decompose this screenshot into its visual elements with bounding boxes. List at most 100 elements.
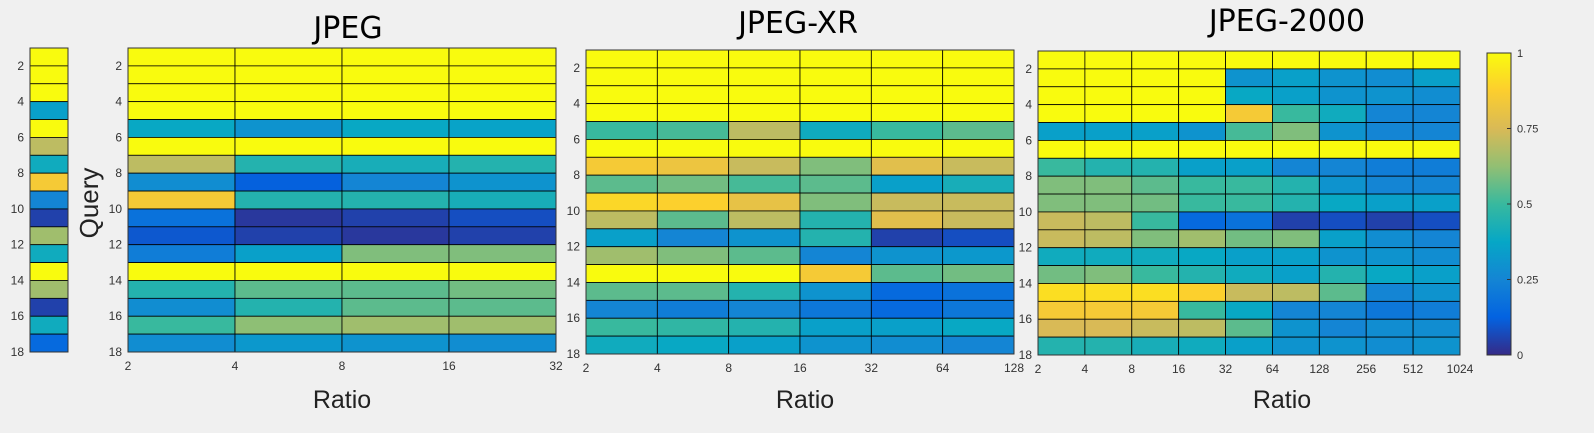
jpeg-2000-y-tick-label: 14: [1019, 276, 1033, 290]
colorbar-tick-label: 0.25: [1517, 275, 1538, 287]
jpeg-cell: [449, 102, 556, 120]
query-strip-y-tick-label: 16: [11, 309, 25, 323]
jpeg-xr-cell: [729, 86, 800, 104]
jpeg-cell: [235, 48, 342, 66]
jpeg-cell: [342, 66, 449, 84]
jpeg-2000-cell: [1038, 140, 1085, 158]
jpeg-cell: [342, 102, 449, 120]
jpeg-xr-cell: [586, 104, 657, 122]
jpeg-xr-cell: [586, 68, 657, 86]
jpeg-2000-cell: [1179, 176, 1226, 194]
jpeg-2000-heatmap: JPEG-2000 Ratio 246810121416182 4 8 16 32 64 1…: [1019, 4, 1474, 414]
jpeg-x-axis-label: Ratio: [313, 386, 371, 414]
jpeg-cell: [128, 280, 235, 298]
jpeg-xr-cell: [729, 139, 800, 157]
jpeg-title: JPEG: [311, 11, 382, 46]
jpeg-2000-cell: [1272, 69, 1319, 87]
query-strip-cell: [30, 102, 68, 120]
jpeg-xr-cell: [943, 157, 1014, 175]
jpeg-cell: [235, 334, 342, 352]
jpeg-xr-cell: [943, 247, 1014, 265]
query-strip-cell: [30, 66, 68, 84]
jpeg-xr-cell: [943, 265, 1014, 283]
jpeg-cell: [449, 120, 556, 138]
jpeg-2000-cell: [1085, 123, 1132, 141]
jpeg-xr-cell: [657, 282, 728, 300]
jpeg-2000-cell: [1085, 319, 1132, 337]
jpeg-cell: [235, 84, 342, 102]
jpeg-xr-x-tick-label: 128: [1004, 361, 1024, 375]
jpeg-y-tick-label: 18: [109, 345, 123, 359]
jpeg-2000-cell: [1179, 248, 1226, 266]
jpeg-2000-cell: [1319, 301, 1366, 319]
jpeg-2000-cell: [1413, 337, 1460, 355]
jpeg-xr-cell: [943, 229, 1014, 247]
jpeg-2000-cell: [1132, 230, 1179, 248]
query-strip-y-tick-label: 6: [17, 130, 24, 144]
jpeg-xr-cell: [729, 193, 800, 211]
jpeg-xr-cell: [943, 86, 1014, 104]
jpeg-xr-cell: [871, 211, 942, 229]
jpeg-2000-cell: [1132, 158, 1179, 176]
jpeg-2000-cell: [1272, 140, 1319, 158]
jpeg-2000-cell: [1319, 105, 1366, 123]
jpeg-xr-cell: [943, 300, 1014, 318]
jpeg-2000-cell: [1038, 212, 1085, 230]
jpeg-cell: [449, 155, 556, 173]
jpeg-2000-x-tick-label: 8: [1128, 362, 1135, 376]
jpeg-cell: [235, 298, 342, 316]
jpeg-2000-cell: [1038, 230, 1085, 248]
jpeg-2000-cell: [1179, 87, 1226, 105]
jpeg-cell: [128, 120, 235, 138]
jpeg-2000-cell: [1272, 266, 1319, 284]
jpeg-2000-x-tick-label: 2: [1035, 362, 1042, 376]
jpeg-xr-cell: [943, 50, 1014, 68]
jpeg-2000-x-tick-label: 1024: [1447, 362, 1474, 376]
jpeg-xr-title: JPEG-XR: [736, 6, 858, 41]
jpeg-2000-cell: [1179, 266, 1226, 284]
jpeg-x-tick-label: 8: [339, 359, 346, 373]
jpeg-2000-cell: [1038, 194, 1085, 212]
jpeg-2000-cell: [1132, 105, 1179, 123]
jpeg-2000-x-tick-label: 512: [1403, 362, 1423, 376]
jpeg-xr-cell: [586, 247, 657, 265]
jpeg-cell: [128, 66, 235, 84]
jpeg-xr-cell: [586, 336, 657, 354]
jpeg-xr-cell: [943, 282, 1014, 300]
query-strip-y-tick-label: 4: [17, 95, 24, 109]
jpeg-xr-cell: [729, 265, 800, 283]
jpeg-xr-y-tick-label: 18: [567, 347, 581, 361]
jpeg-2000-cell: [1038, 266, 1085, 284]
jpeg-cell: [235, 66, 342, 84]
query-strip-cell: [30, 48, 68, 66]
jpeg-2000-cell: [1038, 319, 1085, 337]
jpeg-2000-cell: [1085, 283, 1132, 301]
jpeg-2000-cell: [1085, 69, 1132, 87]
jpeg-2000-cell: [1085, 140, 1132, 158]
jpeg-2000-cell: [1132, 176, 1179, 194]
jpeg-cell: [449, 280, 556, 298]
jpeg-2000-cell: [1038, 176, 1085, 194]
jpeg-2000-cell: [1085, 212, 1132, 230]
jpeg-2000-cell: [1226, 319, 1273, 337]
jpeg-2000-cell: [1366, 176, 1413, 194]
jpeg-2000-cell: [1366, 140, 1413, 158]
jpeg-2000-cell: [1319, 69, 1366, 87]
jpeg-2000-cell: [1272, 194, 1319, 212]
jpeg-2000-cell: [1366, 51, 1413, 69]
jpeg-2000-cell: [1085, 337, 1132, 355]
jpeg-2000-cell: [1413, 301, 1460, 319]
jpeg-2000-cell: [1085, 51, 1132, 69]
jpeg-xr-cell: [657, 211, 728, 229]
jpeg-2000-cell: [1319, 319, 1366, 337]
jpeg-2000-cell: [1366, 69, 1413, 87]
jpeg-2000-cell: [1085, 105, 1132, 123]
jpeg-2000-cell: [1179, 123, 1226, 141]
jpeg-2000-cell: [1272, 301, 1319, 319]
jpeg-2000-cell: [1366, 212, 1413, 230]
jpeg-2000-cell: [1319, 266, 1366, 284]
jpeg-xr-y-tick-label: 12: [567, 240, 581, 254]
jpeg-xr-cell: [800, 139, 871, 157]
jpeg-2000-cell: [1272, 123, 1319, 141]
jpeg-cell: [128, 173, 235, 191]
